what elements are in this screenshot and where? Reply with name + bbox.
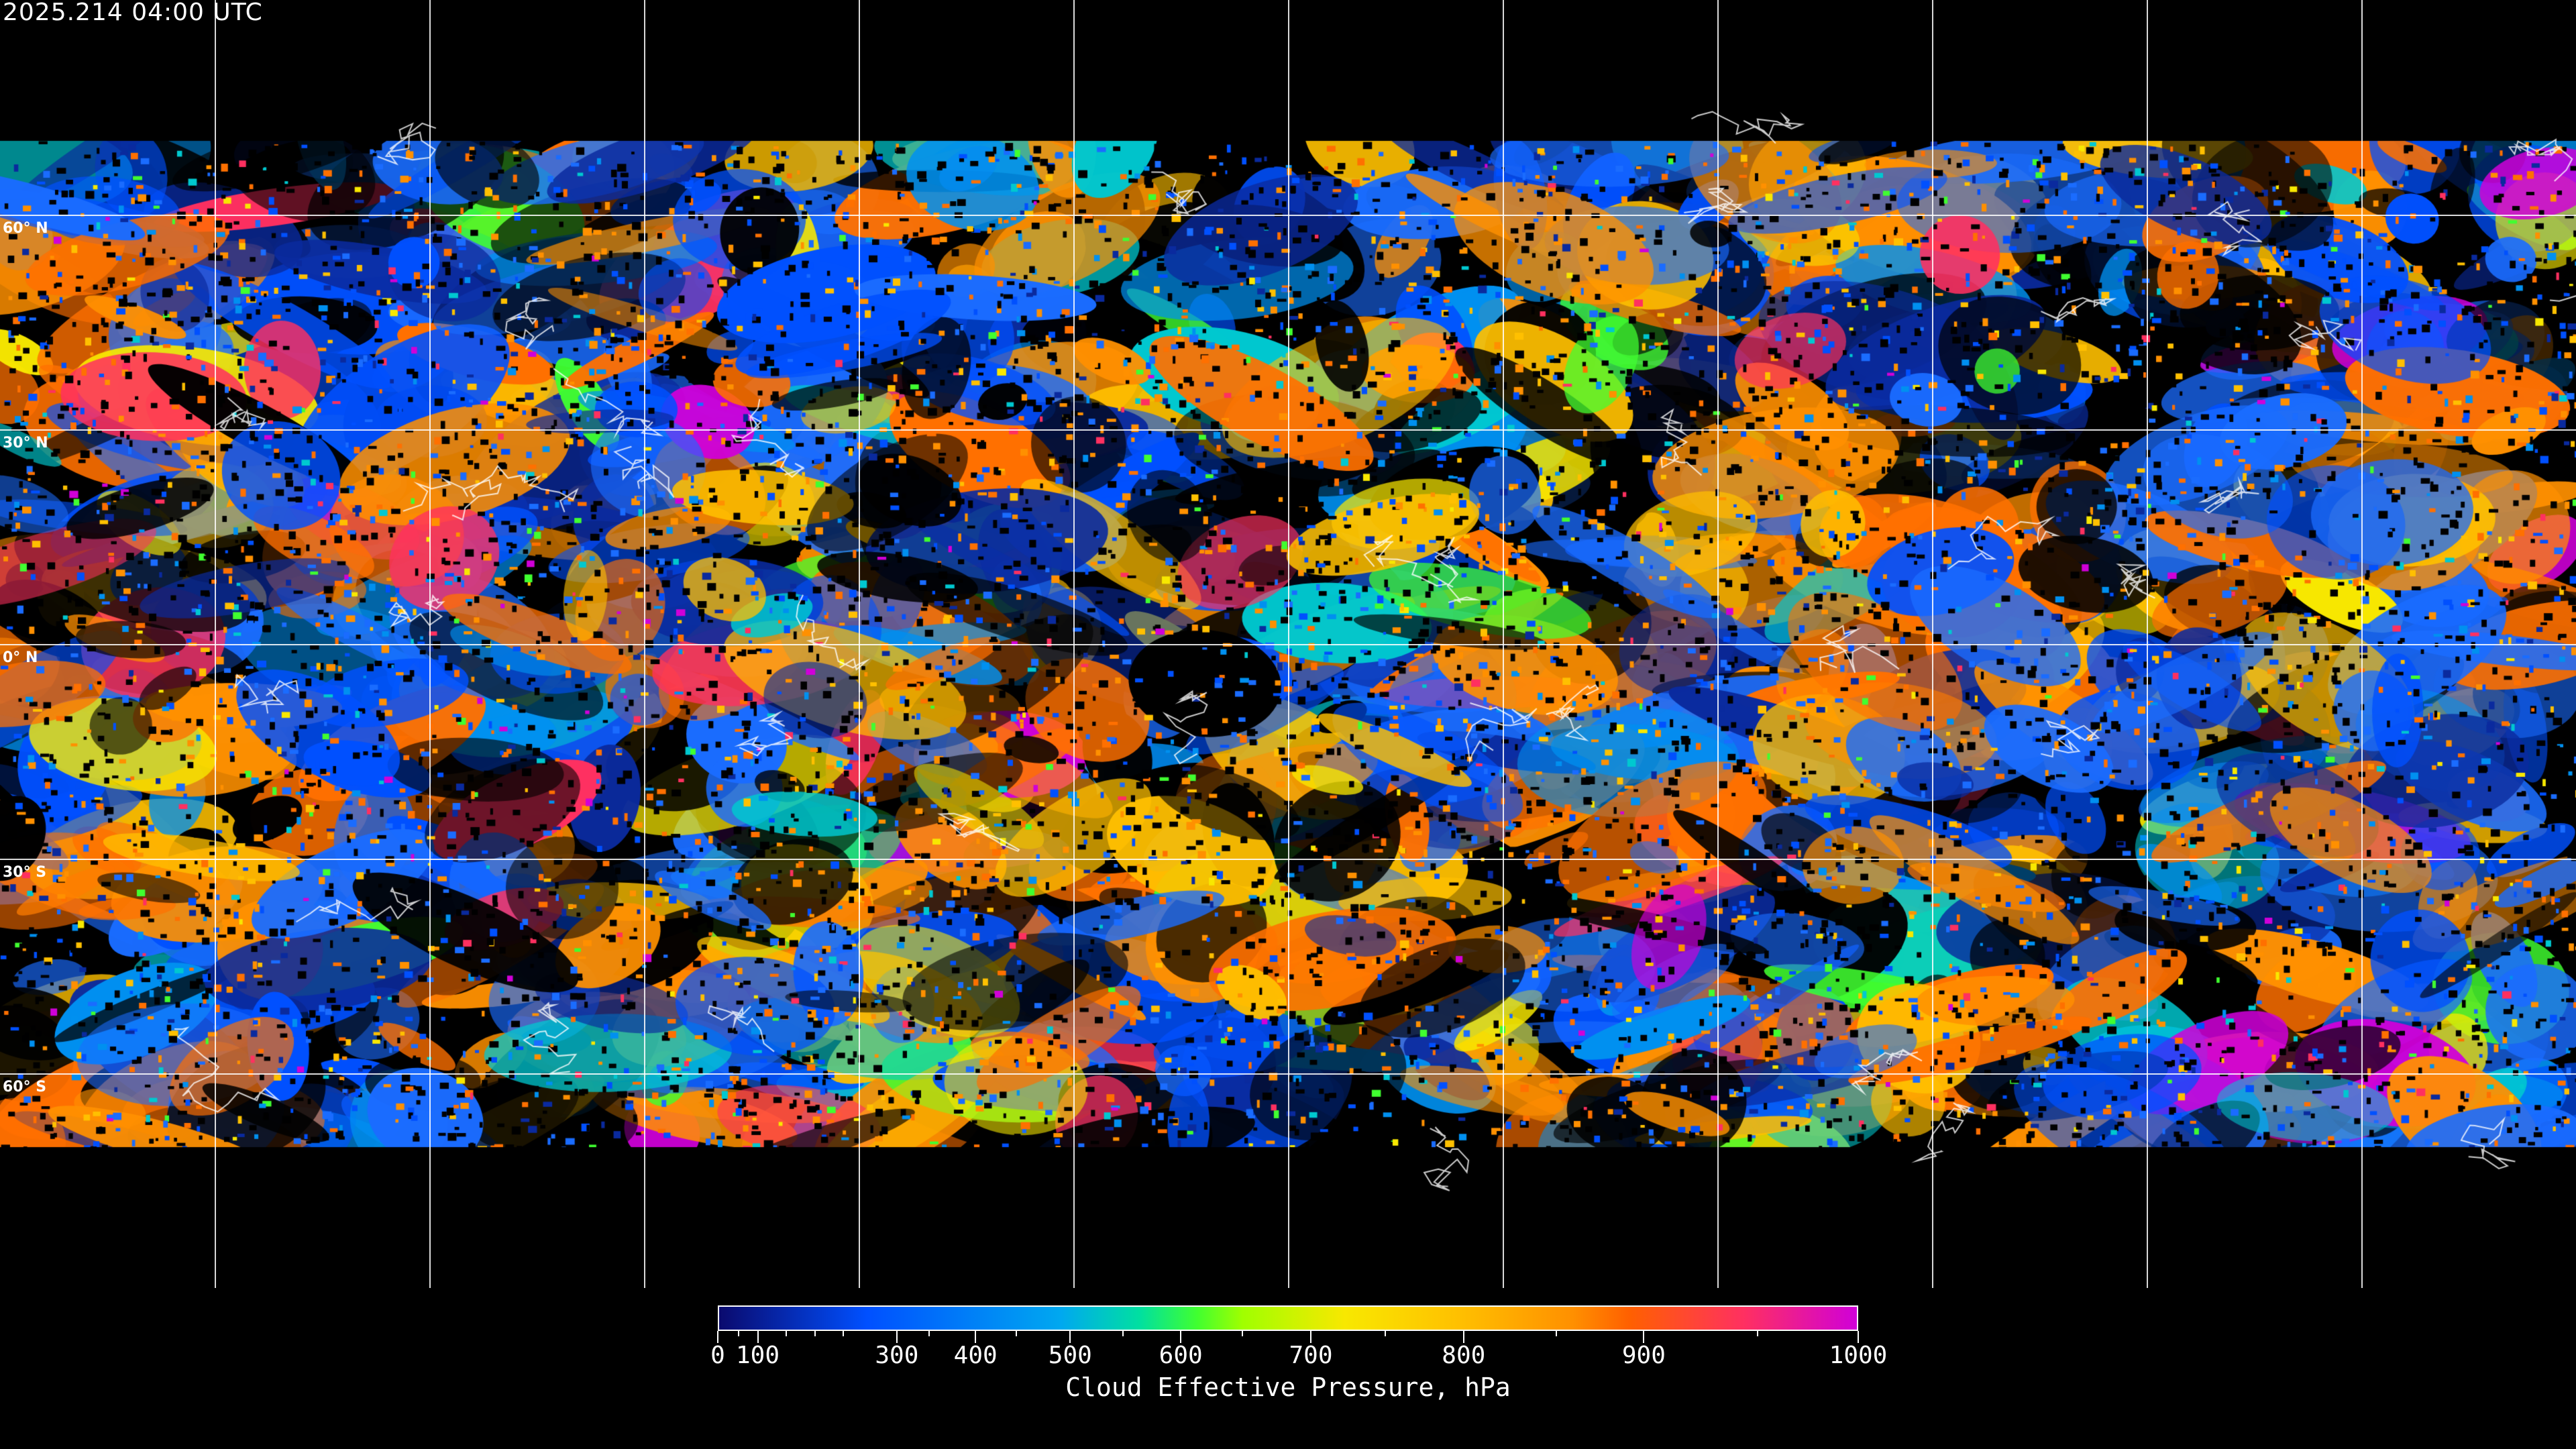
lat-label-0n: 0° N — [3, 649, 38, 666]
minor-tick — [814, 1331, 816, 1336]
minor-tick — [737, 1331, 739, 1336]
longitude-line — [215, 0, 216, 1288]
major-tick — [717, 1331, 718, 1343]
minor-tick — [1757, 1331, 1759, 1336]
longitude-line — [644, 0, 645, 1288]
minor-tick — [1242, 1331, 1243, 1336]
tick-label: 700 — [1289, 1342, 1333, 1369]
tick-label: 900 — [1621, 1342, 1666, 1369]
major-tick — [1310, 1331, 1311, 1343]
minor-tick — [1016, 1331, 1018, 1336]
major-tick — [1180, 1331, 1182, 1343]
tick-label: 100 — [735, 1342, 780, 1369]
minor-tick — [786, 1331, 787, 1336]
tick-label: 500 — [1048, 1342, 1092, 1369]
tick-label: 300 — [875, 1342, 919, 1369]
cloud-pressure-map: 60° N 30° N 0° N 30° S 60° S 2025.214 04… — [0, 0, 2576, 1288]
lat-label-30s: 30° S — [3, 864, 47, 881]
tick-label: 400 — [953, 1342, 998, 1369]
longitude-line — [2361, 0, 2363, 1288]
major-tick — [1643, 1331, 1645, 1343]
longitude-line — [1288, 0, 1289, 1288]
minor-tick — [928, 1331, 930, 1336]
minor-tick — [1384, 1331, 1386, 1336]
colorbar-title: Cloud Effective Pressure, hPa — [1065, 1373, 1511, 1402]
colorbar — [718, 1305, 1858, 1331]
minor-tick — [1555, 1331, 1557, 1336]
longitude-line — [1503, 0, 1504, 1288]
longitude-line — [1932, 0, 1933, 1288]
longitude-line — [859, 0, 860, 1288]
longitude-line — [2147, 0, 2148, 1288]
major-tick — [757, 1331, 759, 1343]
timestamp: 2025.214 04:00 UTC — [3, 0, 263, 26]
major-tick — [896, 1331, 898, 1343]
colorbar-ticks: 0 100 300 400 500 600 700 800 900 1000 — [710, 1331, 1887, 1398]
major-tick — [1462, 1331, 1464, 1343]
longitude-line — [1073, 0, 1075, 1288]
lat-label-60n: 60° N — [3, 220, 48, 237]
minor-tick — [843, 1331, 844, 1336]
major-tick — [1069, 1331, 1071, 1343]
longitude-line — [1717, 0, 1719, 1288]
minor-tick — [1122, 1331, 1124, 1336]
tick-label: 600 — [1159, 1342, 1203, 1369]
lat-label-60s: 60° S — [3, 1079, 47, 1095]
tick-label: 800 — [1442, 1342, 1486, 1369]
tick-label: 0 — [710, 1342, 725, 1369]
lat-label-30n: 30° N — [3, 435, 48, 451]
tick-label: 1000 — [1829, 1342, 1888, 1369]
major-tick — [975, 1331, 977, 1343]
longitude-line — [429, 0, 431, 1288]
major-tick — [1858, 1331, 1859, 1343]
